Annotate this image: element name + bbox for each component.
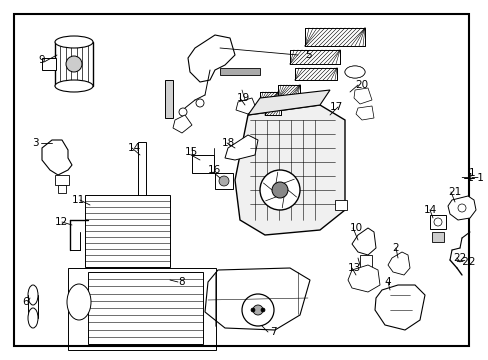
- Text: 9: 9: [38, 55, 44, 65]
- Circle shape: [252, 305, 263, 315]
- Text: 6: 6: [22, 297, 29, 307]
- Text: 19: 19: [237, 93, 250, 103]
- Polygon shape: [447, 196, 475, 220]
- Bar: [55, 175, 69, 185]
- Ellipse shape: [55, 36, 93, 48]
- Bar: [359, 255, 371, 267]
- Ellipse shape: [345, 66, 364, 78]
- Polygon shape: [42, 140, 72, 175]
- Polygon shape: [204, 268, 309, 330]
- Text: 8: 8: [178, 277, 184, 287]
- Text: ─1: ─1: [470, 173, 483, 183]
- Bar: [264, 105, 281, 115]
- Text: 13: 13: [347, 263, 361, 273]
- Bar: [192, 155, 214, 173]
- Text: 5: 5: [305, 50, 311, 60]
- Ellipse shape: [345, 66, 364, 78]
- Bar: [220, 68, 260, 75]
- Text: 20: 20: [354, 80, 367, 90]
- Circle shape: [261, 308, 264, 312]
- Bar: [429, 215, 445, 229]
- Bar: [334, 200, 346, 210]
- Circle shape: [271, 182, 287, 198]
- Text: 17: 17: [329, 102, 343, 112]
- Bar: [42, 58, 56, 70]
- Bar: [55, 42, 93, 86]
- Polygon shape: [387, 252, 409, 275]
- Text: 11: 11: [72, 195, 85, 205]
- Polygon shape: [374, 285, 424, 330]
- Polygon shape: [247, 90, 329, 115]
- Text: 15: 15: [184, 147, 198, 157]
- Bar: [88, 272, 203, 344]
- Bar: [138, 142, 146, 197]
- Text: 2: 2: [391, 243, 398, 253]
- Polygon shape: [353, 88, 371, 104]
- Bar: [215, 173, 232, 189]
- Polygon shape: [236, 98, 256, 114]
- Text: 4: 4: [383, 277, 390, 287]
- Bar: [260, 92, 278, 104]
- Text: 14: 14: [423, 205, 436, 215]
- Text: 14: 14: [128, 143, 141, 153]
- Bar: [58, 185, 66, 193]
- Circle shape: [250, 308, 254, 312]
- Bar: [68, 268, 216, 350]
- Ellipse shape: [67, 284, 91, 320]
- Text: ─1: ─1: [460, 173, 473, 183]
- Text: 21: 21: [447, 187, 460, 197]
- Circle shape: [433, 218, 441, 226]
- Text: 10: 10: [349, 223, 363, 233]
- Bar: [85, 195, 170, 267]
- Polygon shape: [173, 115, 192, 133]
- Polygon shape: [224, 135, 258, 160]
- Circle shape: [457, 204, 465, 212]
- Circle shape: [179, 108, 186, 116]
- Polygon shape: [235, 105, 345, 235]
- Text: 1: 1: [468, 168, 475, 178]
- Polygon shape: [347, 265, 379, 292]
- Ellipse shape: [28, 285, 38, 305]
- Circle shape: [242, 294, 273, 326]
- Bar: [164, 80, 173, 118]
- Circle shape: [219, 176, 228, 186]
- Text: 7: 7: [269, 327, 276, 337]
- Text: 16: 16: [207, 165, 221, 175]
- Text: 3: 3: [32, 138, 39, 148]
- Text: 22: 22: [452, 253, 465, 263]
- Bar: [431, 232, 443, 242]
- Polygon shape: [187, 35, 235, 82]
- Polygon shape: [138, 200, 150, 215]
- Bar: [294, 68, 336, 80]
- Ellipse shape: [55, 80, 93, 92]
- Bar: [289, 50, 339, 64]
- Circle shape: [260, 170, 299, 210]
- Polygon shape: [351, 228, 375, 255]
- Circle shape: [66, 56, 82, 72]
- Circle shape: [196, 99, 203, 107]
- Bar: [305, 28, 364, 46]
- Bar: [278, 85, 299, 99]
- Ellipse shape: [28, 308, 38, 328]
- Text: ─22: ─22: [455, 257, 474, 267]
- Polygon shape: [355, 106, 373, 120]
- Text: 12: 12: [55, 217, 68, 227]
- Text: 18: 18: [222, 138, 235, 148]
